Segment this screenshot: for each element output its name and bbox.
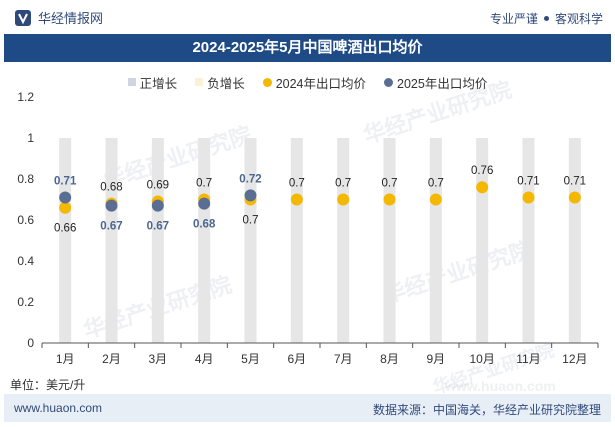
growth-bar <box>151 138 164 343</box>
point-2025 <box>244 189 257 202</box>
growth-bar <box>568 138 581 343</box>
data-label-2025: 0.68 <box>193 219 216 231</box>
slogan: 专业严谨 客观科学 <box>490 10 603 27</box>
data-label-2024: 0.7 <box>382 178 398 190</box>
growth-bar <box>198 138 211 343</box>
point-2024 <box>59 201 72 214</box>
brand[interactable]: 华经情报网 <box>14 8 103 27</box>
legend-swatch-2025 <box>384 77 394 87</box>
growth-bar <box>429 138 442 343</box>
y-tick-label: 1.2 <box>17 90 34 104</box>
x-tick-label: 4月 <box>195 352 214 366</box>
slogan-left: 专业严谨 <box>489 12 538 26</box>
point-2025 <box>151 199 164 212</box>
top-bar: 华经情报网 专业严谨 客观科学 <box>0 0 615 34</box>
data-label-2024: 0.7 <box>428 178 444 190</box>
brand-name: 华经情报网 <box>38 11 104 26</box>
point-2024 <box>290 193 303 206</box>
unit-label: 单位：美元/升 <box>10 378 86 392</box>
growth-bar <box>105 138 118 343</box>
x-tick-label: 6月 <box>287 352 306 366</box>
y-tick-label: 0 <box>27 336 34 350</box>
x-tick-label: 11月 <box>516 352 540 366</box>
data-label-2025: 0.67 <box>100 221 122 233</box>
data-label-2024: 0.68 <box>100 182 122 194</box>
growth-bar <box>244 138 257 343</box>
point-2025 <box>105 199 118 212</box>
x-tick-label: 7月 <box>334 352 353 366</box>
x-tick-label: 3月 <box>148 352 167 366</box>
growth-bar <box>59 138 72 343</box>
separator-dot-icon <box>543 16 549 21</box>
data-label-2024: 0.7 <box>335 178 351 190</box>
footer-website-link[interactable]: www.huaon.com <box>14 401 103 415</box>
y-tick-label: 0.2 <box>17 295 34 309</box>
y-tick-label: 0.8 <box>17 172 34 186</box>
point-2025 <box>198 197 211 210</box>
point-2024 <box>337 193 350 206</box>
data-label-2024: 0.71 <box>564 175 586 187</box>
legend-swatch-2024 <box>262 77 272 87</box>
x-tick-label: 1月 <box>56 352 75 366</box>
y-tick-label: 0.4 <box>17 254 34 268</box>
legend-item-negative[interactable]: 负增长 <box>195 73 245 92</box>
point-2024 <box>429 193 442 206</box>
data-label-2024: 0.66 <box>54 223 76 235</box>
point-2025 <box>59 191 72 204</box>
legend-label-positive: 正增长 <box>139 76 178 91</box>
data-label-2024: 0.7 <box>289 178 305 190</box>
point-2024 <box>476 181 489 194</box>
x-tick-label: 5月 <box>241 352 260 366</box>
y-tick-label: 1 <box>27 131 34 145</box>
point-2024 <box>383 193 396 206</box>
legend-item-positive[interactable]: 正增长 <box>127 73 178 92</box>
footer-source: 数据来源：中国海关，华经产业研究院整理 <box>372 403 601 417</box>
point-2024 <box>568 191 581 204</box>
growth-bar <box>290 138 303 343</box>
growth-bar <box>522 138 535 343</box>
x-tick-label: 12月 <box>562 352 587 366</box>
footer: www.huaon.com 数据来源：中国海关，华经产业研究院整理 <box>4 394 611 422</box>
x-tick-label: 9月 <box>426 352 445 366</box>
legend-item-2025[interactable]: 2025年出口均价 <box>384 73 487 92</box>
legend-swatch-positive <box>127 78 136 86</box>
point-2024 <box>522 191 535 204</box>
legend-label-2025: 2025年出口均价 <box>397 76 488 91</box>
x-tick-label: 10月 <box>469 352 494 366</box>
legend-swatch-negative <box>195 78 204 86</box>
legend-label-negative: 负增长 <box>207 76 245 91</box>
growth-bar <box>337 138 350 343</box>
growth-bar <box>383 138 396 343</box>
x-tick-label: 2月 <box>102 352 121 366</box>
x-tick-label: 8月 <box>380 352 399 366</box>
data-label-2024: 0.69 <box>147 180 169 192</box>
chart-title: 2024-2025年5月中国啤酒出口均价 <box>4 34 611 62</box>
data-label-2024: 0.7 <box>196 178 212 190</box>
legend-item-2024[interactable]: 2024年出口均价 <box>262 73 367 92</box>
data-label-2025: 0.72 <box>239 173 261 185</box>
chart-legend: 正增长 负增长 2024年出口均价 2025年出口均价 <box>0 72 615 92</box>
slogan-right: 客观科学 <box>554 12 603 26</box>
data-label-2024: 0.7 <box>243 215 259 227</box>
data-label-2024: 0.76 <box>471 165 493 177</box>
y-tick-label: 0.6 <box>17 213 34 227</box>
data-label-2025: 0.67 <box>147 221 169 233</box>
data-label-2024: 0.71 <box>517 175 539 187</box>
huajing-logo-icon <box>15 9 31 26</box>
legend-label-2024: 2024年出口均价 <box>275 76 367 91</box>
data-label-2025: 0.71 <box>54 175 77 187</box>
